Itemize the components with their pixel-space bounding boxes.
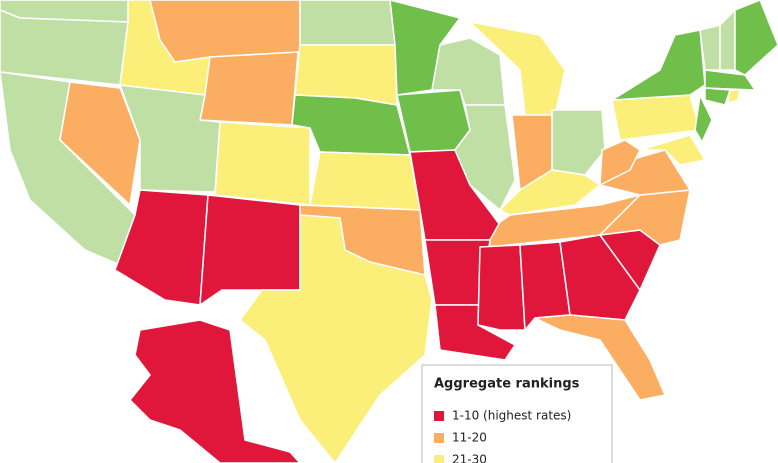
state [734, 0, 778, 76]
state [454, 104, 516, 211]
state [534, 314, 666, 401]
state [599, 139, 641, 186]
legend: Aggregate rankings 1-10 (highest rates) 1… [421, 364, 613, 463]
state [239, 214, 433, 463]
state [129, 319, 301, 463]
legend-swatch [434, 411, 444, 421]
state [611, 29, 706, 101]
legend-title: Aggregate rankings [434, 377, 580, 392]
state [727, 89, 741, 104]
state [694, 94, 713, 143]
legend-box [421, 364, 613, 463]
legend-label: 11-20 [452, 431, 487, 445]
state [704, 87, 731, 106]
state [639, 134, 706, 166]
state [309, 151, 421, 211]
state [396, 89, 471, 153]
state [199, 51, 299, 126]
state [611, 94, 701, 141]
state [114, 189, 209, 306]
state [477, 244, 526, 331]
legend-swatch [434, 433, 444, 443]
legend-label: 21-30 [452, 453, 487, 463]
legend-label: 1-10 (highest rates) [452, 409, 571, 423]
state [551, 109, 606, 176]
legend-swatch [434, 455, 444, 463]
state [214, 121, 311, 206]
state [719, 9, 736, 71]
state [59, 81, 141, 206]
state [0, 9, 129, 86]
state [299, 0, 396, 46]
state [559, 234, 641, 321]
state [704, 69, 756, 91]
state [199, 194, 301, 306]
